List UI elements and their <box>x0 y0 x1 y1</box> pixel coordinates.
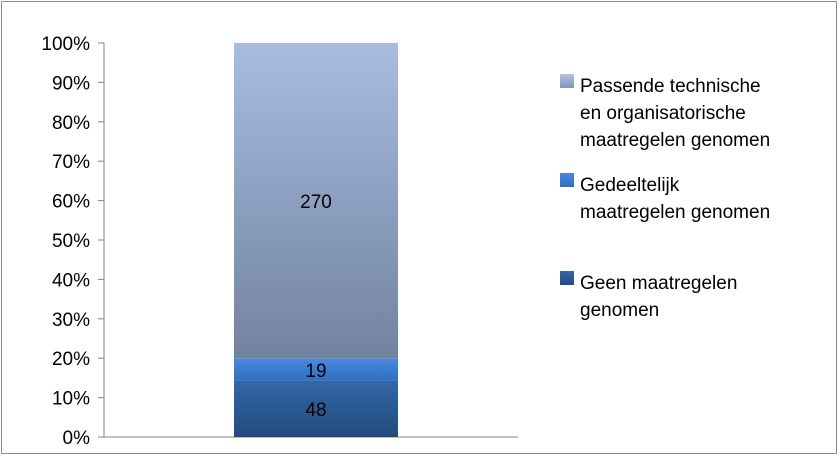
y-tick-label: 10% <box>52 389 90 410</box>
data-label: 270 <box>300 192 332 213</box>
y-tick-label: 60% <box>52 192 90 213</box>
data-label: 48 <box>305 400 326 421</box>
data-label: 19 <box>305 361 326 382</box>
y-tick-label: 20% <box>52 349 90 370</box>
legend-label: Passende technische <box>580 76 761 97</box>
y-tick-label: 70% <box>52 152 90 173</box>
bar-segment <box>234 358 398 381</box>
legend-label: maatregelen genomen <box>580 202 770 223</box>
bar-segment <box>234 380 398 437</box>
y-tick-label: 90% <box>52 73 90 94</box>
legend-label: Gedeeltelijk <box>580 175 680 196</box>
legend-label: en organisatorische <box>580 103 746 124</box>
legend-label: maatregelen genomen <box>580 130 770 151</box>
legend-swatch <box>560 74 574 88</box>
y-tick-label: 0% <box>63 428 91 449</box>
y-tick-label: 80% <box>52 113 90 134</box>
legend-swatch <box>560 173 574 187</box>
y-tick-label: 30% <box>52 310 90 331</box>
legend-label: genomen <box>580 300 659 321</box>
legend-swatch <box>560 271 574 285</box>
bar-segment <box>234 43 398 359</box>
y-tick-label: 50% <box>52 231 90 252</box>
y-tick-label: 40% <box>52 270 90 291</box>
legend-label: Geen maatregelen <box>580 273 737 294</box>
y-tick-label: 100% <box>41 34 90 55</box>
